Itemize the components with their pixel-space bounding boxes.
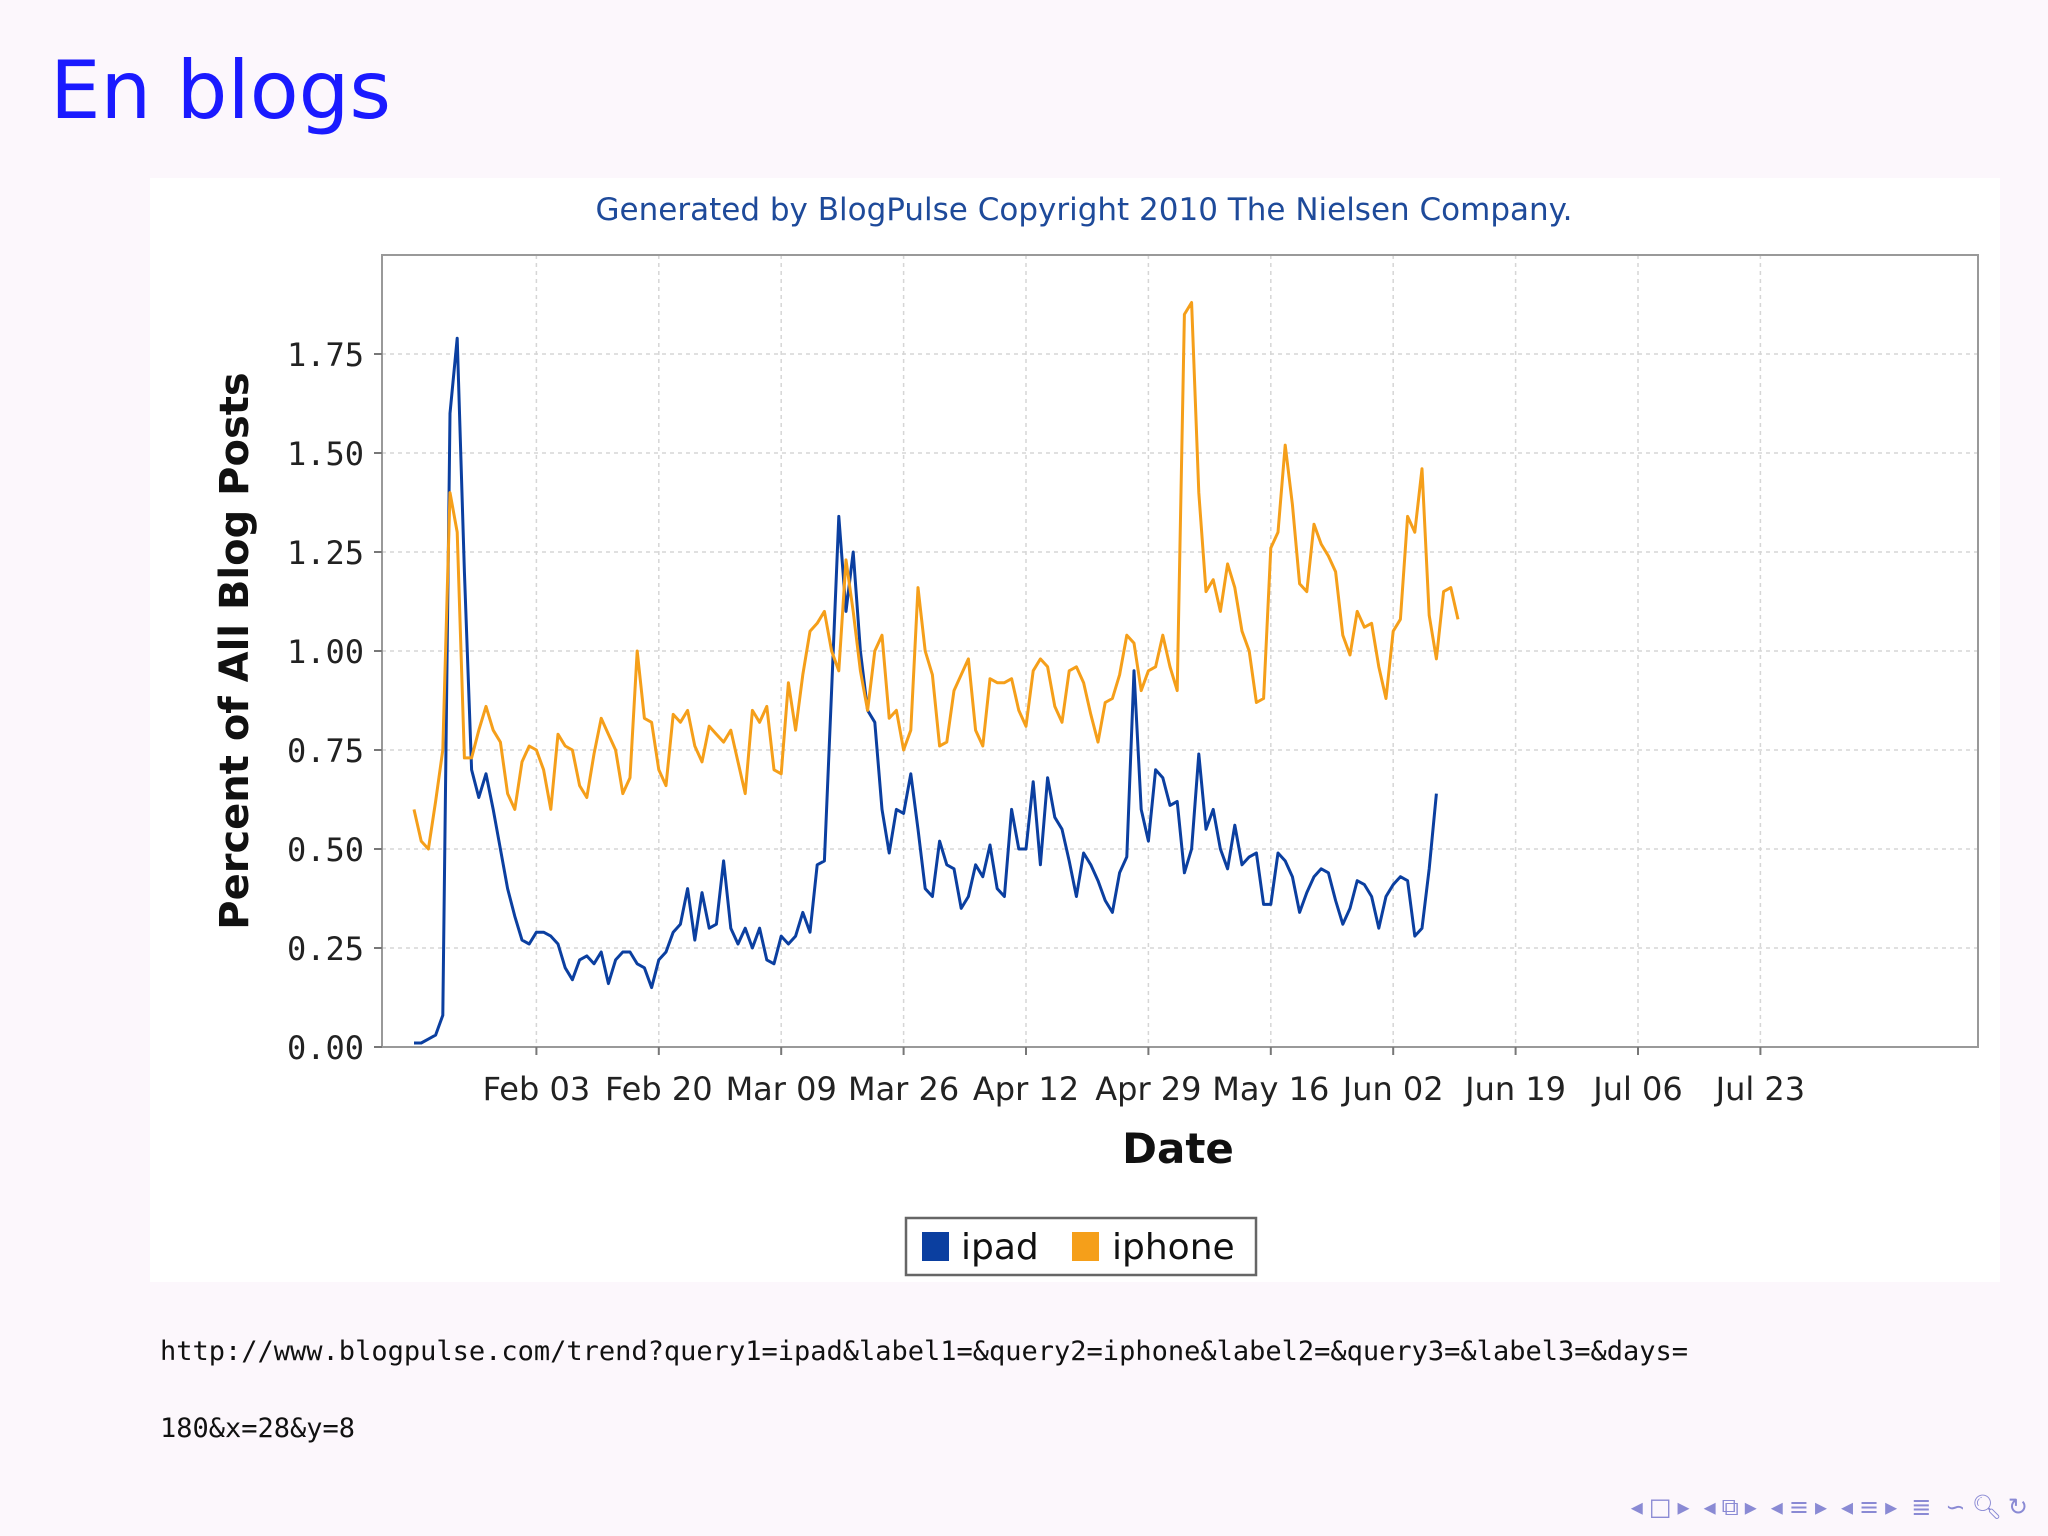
source-url-line-2[interactable]: 180&x=28&y=8 [160,1413,356,1444]
y-tick-label: 1.50 [287,435,364,473]
y-tick-label: 1.75 [287,336,364,374]
grid-layer [382,255,1978,1047]
series-layer [412,301,1460,1045]
frame-icon[interactable]: □ [1648,1493,1672,1521]
legend-label-ipad: ipad [961,1227,1039,1268]
y-tick-label: 0.00 [287,1029,364,1067]
plot-frame [381,254,1979,1048]
section-icon[interactable]: ≡ [1788,1493,1809,1521]
nav-right-icon[interactable]: ▸ [1814,1493,1827,1521]
x-tick-label: Jun 02 [1341,1070,1444,1108]
reload-icon[interactable]: ↻ [2007,1493,2028,1521]
x-tick-label: Jul 23 [1714,1070,1806,1108]
y-tick-label: 0.75 [287,732,364,770]
y-tick-label: 1.00 [287,633,364,671]
x-tick-label: Mar 26 [848,1070,959,1108]
align-icon[interactable]: ≣ [1911,1493,1932,1521]
legend-swatch-iphone [1072,1232,1099,1261]
nav-stack-group: ◂ ⧉ ▸ [1704,1490,1757,1524]
series-line-iphone [412,301,1460,851]
nav-section-group: ◂ ≡ ▸ [1771,1490,1827,1524]
series-line-ipad [414,336,1438,1045]
y-tick-label: 1.25 [287,534,364,572]
loop-icon[interactable]: ∽ [1945,1493,1966,1521]
x-axis-label: Date [1122,1124,1234,1173]
chart-svg: Generated by BlogPulse Copyright 2010 Th… [212,192,1979,1277]
nav-tools-group: ∽ 🔍︎ ↻ [1945,1490,2028,1524]
subsection-icon[interactable]: ≡ [1859,1493,1880,1521]
source-url-line-1[interactable]: http://www.blogpulse.com/trend?query1=ip… [160,1336,1689,1367]
nav-right-icon[interactable]: ▸ [1677,1493,1690,1521]
x-tick-label: Feb 20 [605,1070,713,1108]
legend-swatch-ipad [922,1232,949,1261]
x-tick-label: Jun 19 [1463,1070,1566,1108]
legend: ipad iphone [904,1216,1258,1277]
chart-panel: Generated by BlogPulse Copyright 2010 Th… [150,178,2000,1282]
nav-left-icon[interactable]: ◂ [1770,1493,1783,1521]
slide-title: En blogs [50,44,392,137]
nav-subsection-group: ◂ ≡ ▸ [1841,1490,1897,1524]
nav-left-icon[interactable]: ◂ [1630,1493,1643,1521]
x-tick-label: Apr 12 [973,1070,1079,1108]
nav-frame-group: ◂ □ ▸ [1631,1490,1690,1524]
axis-layer: 0.00 0.25 0.50 0.75 1.00 1.25 1.50 1.75 Feb 03 Fe… [287,336,1805,1108]
stack-icon[interactable]: ⧉ [1721,1493,1739,1521]
x-tick-label: Jul 06 [1591,1070,1683,1108]
nav-right-icon[interactable]: ▸ [1744,1493,1757,1521]
y-tick-label: 0.25 [287,930,364,968]
beamer-navigation-bar: ◂ □ ▸ ◂ ⧉ ▸ ◂ ≡ ▸ ◂ ≡ ▸ ≣ ∽ 🔍︎ ↻ [1631,1490,2028,1524]
nav-left-icon[interactable]: ◂ [1703,1493,1716,1521]
nav-right-icon[interactable]: ▸ [1885,1493,1898,1521]
x-tick-label: Mar 09 [726,1070,837,1108]
x-tick-label: Feb 03 [483,1070,591,1108]
y-tick-label: 0.50 [287,831,364,869]
chart-title: Generated by BlogPulse Copyright 2010 Th… [596,192,1573,228]
y-axis-label: Percent of All Blog Posts [212,372,258,929]
legend-label-iphone: iphone [1112,1227,1235,1268]
nav-left-icon[interactable]: ◂ [1841,1493,1854,1521]
x-tick-label: Apr 29 [1095,1070,1201,1108]
search-icon[interactable]: 🔍︎ [1971,1493,2002,1521]
x-tick-label: May 16 [1212,1070,1329,1108]
